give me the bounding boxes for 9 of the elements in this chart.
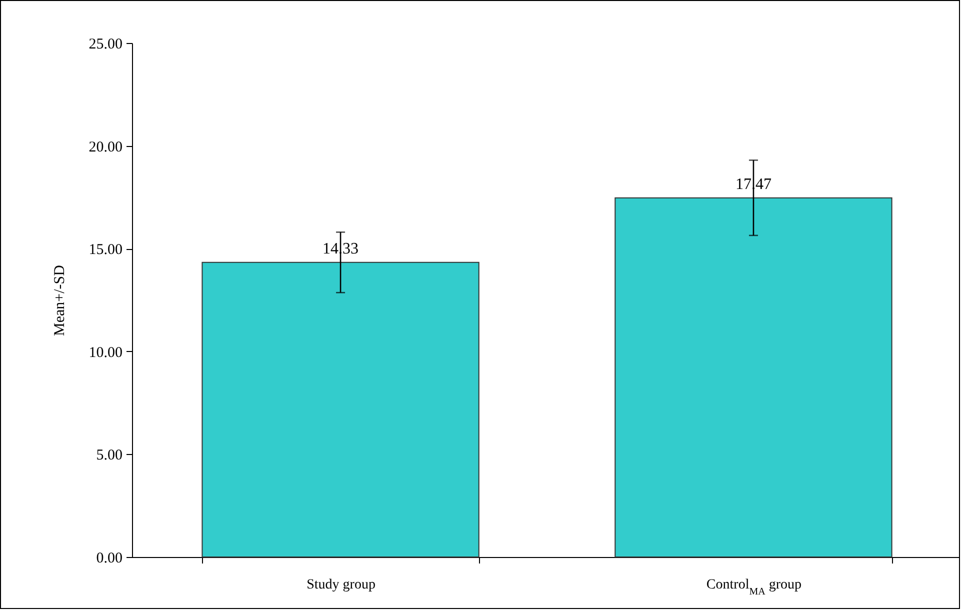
y-tick-label: 10.00	[88, 344, 122, 361]
y-tick-label: 0.00	[96, 550, 122, 566]
x-tick-label: Study group	[306, 578, 376, 592]
y-axis-title: Mean+/-SD	[52, 264, 68, 336]
x-tick-label: Control$_{MA}$ group	[706, 578, 802, 597]
y-tick-label: 15.00	[88, 242, 122, 258]
y-tick-label: 25.00	[88, 36, 122, 52]
y-tick-label: 5.00	[96, 448, 122, 464]
y-tick-label: 20.00	[88, 139, 122, 156]
